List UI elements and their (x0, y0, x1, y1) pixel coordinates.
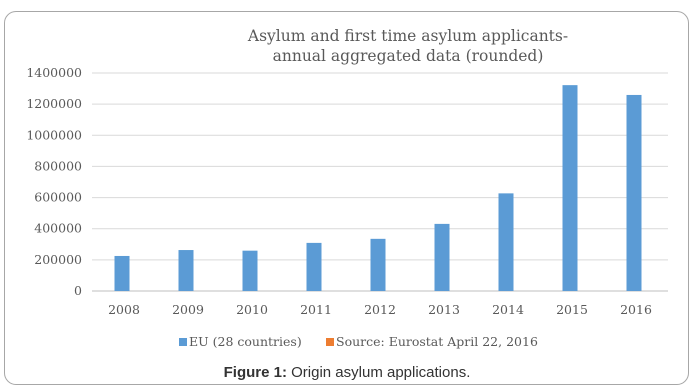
bars (114, 85, 642, 291)
y-tick-label: 400000 (34, 221, 82, 236)
bar-2013 (434, 223, 450, 291)
legend-swatch-eu (179, 338, 187, 346)
x-axis-ticks: 2008 2009 2010 2011 2012 2013 2014 2015 2016 (108, 302, 652, 317)
y-tick-label: 1000000 (26, 127, 82, 142)
y-tick-label: 1200000 (26, 96, 82, 111)
figure-caption-text: Origin asylum applications. (286, 364, 471, 381)
legend-label-source: Source: Eurostat April 22, 2016 (336, 334, 538, 349)
x-tick-label: 2008 (108, 302, 140, 317)
bar-2008 (114, 255, 130, 291)
y-tick-label: 0 (74, 283, 82, 298)
figure-caption: Figure 1: Origin asylum applications. (0, 364, 694, 381)
legend-swatch-source (326, 338, 334, 346)
chart-title-line-1: Asylum and first time asylum applicants- (247, 27, 568, 45)
x-tick-label: 2012 (364, 302, 396, 317)
x-tick-label: 2014 (492, 302, 524, 317)
y-tick-label: 200000 (34, 252, 82, 267)
y-tick-label: 600000 (34, 190, 82, 205)
x-tick-label: 2013 (428, 302, 460, 317)
x-tick-label: 2015 (556, 302, 588, 317)
bar-2014 (498, 193, 514, 291)
chart-title-line-2: annual aggregated data (rounded) (273, 47, 544, 65)
x-tick-label: 2016 (620, 302, 652, 317)
x-tick-label: 2010 (236, 302, 268, 317)
bar-2015 (562, 85, 578, 291)
x-tick-label: 2011 (300, 302, 332, 317)
y-axis-ticks: 0 200000 400000 600000 800000 1000000 1200000 1… (26, 65, 82, 298)
bar-2010 (242, 250, 258, 291)
figure-caption-label: Figure 1: (223, 364, 287, 381)
bar-2009 (178, 250, 194, 291)
bar-2016 (626, 94, 642, 291)
legend-label-eu: EU (28 countries) (189, 334, 302, 349)
x-tick-label: 2009 (172, 302, 204, 317)
legend: EU (28 countries) Source: Eurostat April… (179, 334, 538, 349)
y-tick-label: 1400000 (26, 65, 82, 80)
y-tick-label: 800000 (34, 158, 82, 173)
bar-2011 (306, 242, 322, 291)
bar-2012 (370, 238, 386, 291)
